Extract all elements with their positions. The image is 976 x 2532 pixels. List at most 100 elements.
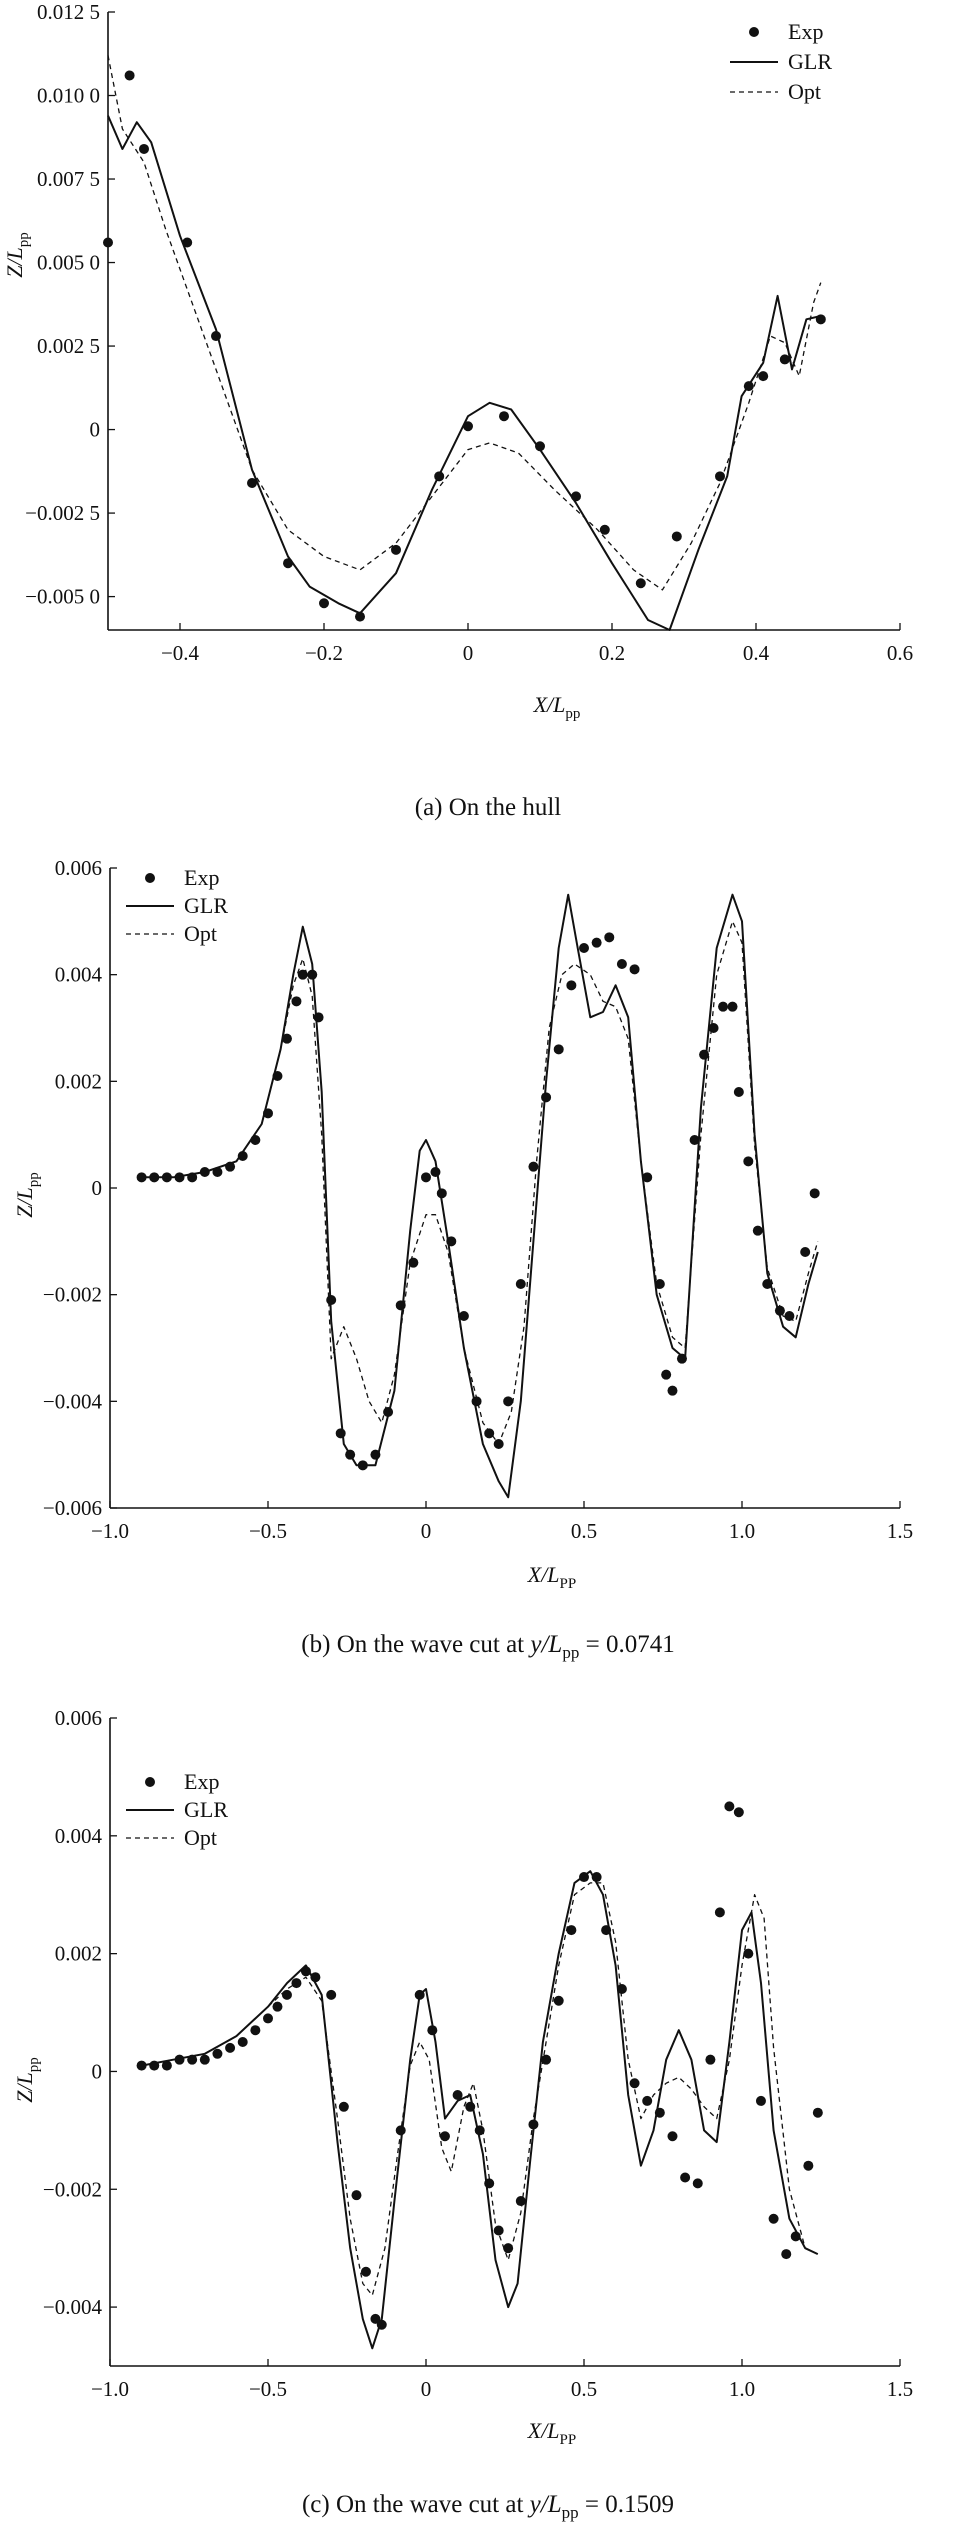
legend-marker-exp: [145, 1777, 155, 1787]
x-tick-label: −1.0: [91, 1519, 129, 1543]
exp-data-point: [237, 1151, 248, 1161]
exp-data-point: [452, 2090, 463, 2101]
exp-data-point: [421, 1172, 431, 1183]
y-tick-label: −0.002: [43, 2177, 102, 2201]
exp-data-point: [758, 371, 769, 382]
exp-data-point: [566, 980, 577, 991]
y-tick-label: 0.004: [55, 1824, 103, 1848]
exp-data-point: [370, 2313, 381, 2324]
y-tick-label: 0: [92, 1176, 103, 1200]
exp-data-point: [800, 1247, 811, 1257]
x-tick-label: −0.4: [161, 641, 200, 665]
y-tick-label: 0.002: [55, 1069, 102, 1093]
exp-data-point: [616, 1983, 627, 1994]
exp-data-point: [161, 2060, 172, 2071]
exp-data-point: [484, 1428, 495, 1439]
exp-data-point: [250, 2025, 261, 2036]
exp-data-point: [714, 1907, 725, 1918]
x-tick-label: 0.4: [743, 641, 770, 665]
exp-data-point: [319, 598, 329, 609]
exp-data-point: [503, 2243, 514, 2254]
exp-data-point: [553, 1995, 564, 2006]
legend-label-exp: Exp: [184, 865, 219, 890]
exp-data-point: [335, 1428, 346, 1439]
x-tick-label: 0.2: [599, 641, 625, 665]
legend-label-opt: Opt: [184, 1825, 217, 1850]
exp-data-point: [360, 2266, 371, 2277]
exp-data-point: [535, 441, 545, 452]
exp-data-point: [503, 1396, 514, 1407]
exp-data-point: [718, 1001, 729, 1012]
exp-data-point: [458, 1311, 469, 1321]
y-tick-label: 0.006: [55, 1706, 102, 1730]
exp-data-point: [591, 937, 602, 948]
exp-data-point: [124, 70, 135, 81]
opt-series-line: [141, 1882, 819, 2296]
exp-data-point: [579, 943, 589, 953]
exp-data-point: [351, 2190, 362, 2201]
exp-data-point: [263, 2013, 273, 2024]
legend-marker-exp: [749, 27, 759, 37]
legend-label-exp: Exp: [788, 19, 823, 44]
exp-data-point: [225, 2042, 236, 2053]
exp-data-point: [430, 1167, 441, 1177]
x-tick-label: 0: [421, 1519, 432, 1543]
exp-data-point: [768, 2213, 779, 2224]
exp-data-point: [338, 2101, 349, 2112]
chart-b-ylabel: Z/Lpp: [12, 1172, 42, 1218]
chart-c-xlabel: X/LPP: [527, 2418, 576, 2448]
exp-data-point: [689, 1135, 700, 1145]
y-tick-label: −0.004: [43, 1389, 103, 1413]
exp-data-point: [541, 1092, 552, 1103]
exp-data-point: [784, 1311, 795, 1321]
exp-data-point: [699, 1049, 710, 1060]
exp-data-point: [724, 1801, 735, 1812]
x-tick-label: 0: [463, 641, 474, 665]
chart-a-xlabel: X/Lpp: [533, 692, 581, 722]
exp-data-point: [515, 2196, 526, 2207]
y-tick-label: −0.002: [43, 1283, 102, 1307]
exp-data-point: [743, 1156, 754, 1167]
y-tick-label: −0.006: [43, 1496, 102, 1520]
exp-data-point: [715, 471, 725, 482]
legend-label-exp: Exp: [184, 1769, 219, 1794]
exp-data-point: [566, 1925, 577, 1936]
y-tick-label: −0.005 0: [25, 585, 100, 609]
y-tick-label: 0: [92, 2059, 103, 2083]
chart-b-xlabel: X/LPP: [527, 1562, 576, 1592]
exp-data-point: [237, 2037, 248, 2047]
exp-data-point: [281, 1033, 292, 1044]
exp-data-point: [493, 2225, 504, 2236]
x-tick-label: −0.2: [305, 641, 343, 665]
x-tick-label: 0.6: [887, 641, 913, 665]
exp-data-point: [705, 2054, 716, 2065]
exp-data-point: [680, 2172, 691, 2183]
exp-data-point: [635, 578, 646, 589]
exp-data-point: [463, 421, 473, 432]
exp-data-point: [642, 1172, 653, 1183]
legend-label-glr: GLR: [184, 893, 228, 918]
chart-c-ylabel: Z/Lpp: [12, 2057, 42, 2103]
exp-data-point: [499, 411, 509, 422]
y-tick-label: 0.007 5: [37, 167, 100, 191]
exp-data-point: [727, 1001, 738, 1012]
exp-data-point: [752, 1225, 763, 1236]
x-tick-label: 0: [421, 2377, 432, 2401]
legend-label-glr: GLR: [788, 49, 832, 74]
chart-a-ylabel: Z/Lpp: [2, 232, 32, 278]
chart-c-wave-cut-1509: −1.0 −0.5 0 0.5 1.0 1.5 0.006 0.004 0.002 0 −0.002…: [12, 1706, 913, 2522]
opt-series-line: [141, 920, 819, 1445]
chart-a-caption: (a) On the hull: [415, 794, 562, 821]
y-tick-label: 0.004: [55, 963, 103, 987]
exp-data-point: [541, 2054, 552, 2065]
legend-label-glr: GLR: [184, 1797, 228, 1822]
exp-data-point: [667, 2131, 678, 2142]
exp-data-point: [553, 1044, 564, 1055]
exp-data-point: [199, 2054, 210, 2065]
exp-data-point: [291, 996, 302, 1007]
chart-c-caption: (c) On the wave cut at y/Lpp = 0.1509: [302, 2491, 674, 2522]
exp-data-point: [667, 1385, 678, 1396]
exp-data-point: [272, 2001, 283, 2012]
exp-data-point: [629, 964, 640, 975]
